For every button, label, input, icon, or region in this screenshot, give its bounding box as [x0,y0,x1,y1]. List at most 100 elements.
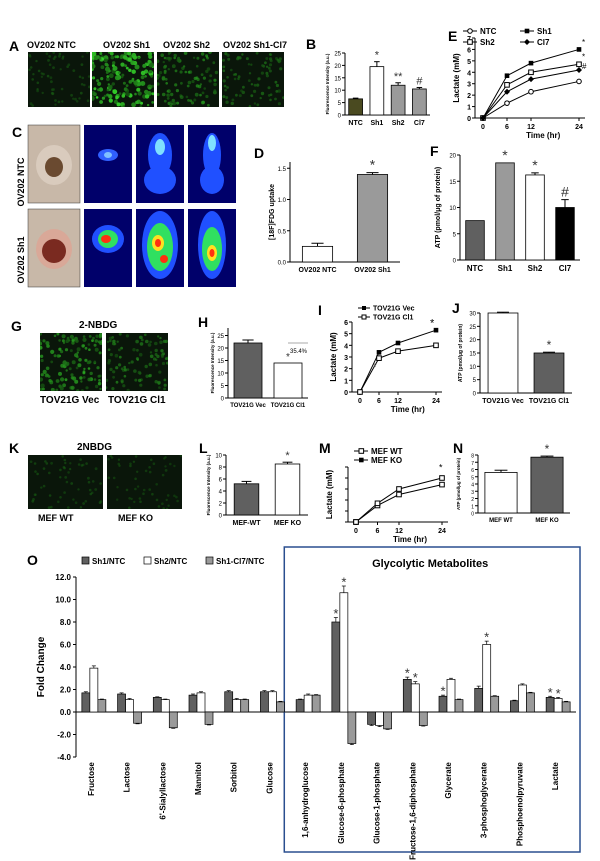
bar [454,699,464,713]
cell-dot [214,70,219,75]
y-axis-label: ATP (pmol/μg of protein) [456,457,461,510]
x-tick-label: 0 [354,528,358,535]
cell-dot [191,79,195,84]
cell-dot [118,348,121,352]
cell-dot [80,83,84,86]
cell-dot [278,57,282,61]
x-tick-label: 24 [432,398,440,405]
cell-dot [106,378,109,382]
cell-dot [145,374,149,378]
cell-dot [115,95,119,100]
cell-dot [93,55,99,61]
bar [168,711,178,729]
bar [375,711,384,726]
cell-dot [61,100,64,103]
cell-dot [87,476,90,480]
y-tick-label: 5 [453,232,457,238]
cell-dot [161,473,165,477]
panel-g-label-vec: TOV21G Vec [40,395,100,406]
bar [232,699,242,713]
legend-label: Sh2 [480,38,495,47]
cell-dot [94,384,99,389]
cell-dot [59,386,64,391]
cell-dot [136,81,142,87]
data-point [357,389,363,395]
bar [369,66,385,116]
cell-dot [58,52,62,56]
cell-dot [70,482,74,485]
cell-dot [144,75,147,78]
cell-dot [40,358,44,363]
bar [490,695,500,713]
cell-dot [93,87,97,91]
cell-dot [138,497,142,500]
cell-dot [139,342,144,346]
cell-dot [75,100,79,103]
cell-dot [140,101,143,105]
category-label: Lactate [551,762,560,791]
cell-dot [159,336,162,340]
cell-dot [123,87,128,92]
cell-dot [42,369,47,374]
cell-dot [202,58,206,62]
y-axis-label: ATP (pmol/μg of protein) [435,167,442,248]
cell-dot [163,71,167,75]
cell-dot [42,339,46,343]
cell-dot [138,378,142,383]
cell-dot [157,73,159,77]
cell-dot [40,486,43,489]
x-tick-label: 6 [376,528,380,535]
cell-dot [123,374,127,378]
significance-marker: * [373,362,377,372]
cell-dot [139,500,142,503]
cell-dot [36,89,39,93]
data-point [376,355,382,361]
cell-dot [60,363,65,368]
cell-dot [111,336,115,339]
category-label: 1,6-anhydroglucose [301,762,310,838]
cell-dot [147,343,152,347]
legend-label: TOV21G Cl1 [373,315,413,322]
y-tick-label: -4.0 [57,753,71,762]
y-tick-label: 4.0 [60,663,72,672]
cell-dot [275,90,279,93]
cell-dot [96,79,100,83]
cell-dot [162,60,165,64]
cell-dot [86,360,91,365]
panel-c-row-label-sh1: OV202 Sh1 [16,236,26,284]
cell-dot [109,367,113,372]
cell-dot [136,88,140,92]
cell-dot [179,70,183,74]
y-tick-label: 0 [453,259,457,265]
cell-dot [205,55,209,59]
category-label: Glucose-6-phosphate [337,762,346,844]
cell-dot [201,100,205,104]
cell-dot [56,333,60,336]
cell-dot [107,348,111,351]
cell-dot [98,87,104,92]
significance-marker: * [413,670,418,685]
cell-dot [148,470,152,474]
cell-dot [127,52,132,56]
significance-marker: * [484,630,489,645]
cell-dot [157,76,159,80]
cell-dot [72,97,75,100]
legend-marker [359,457,364,463]
cell-dot [99,482,102,485]
significance-marker: * [375,50,380,62]
cell-dot [40,72,43,75]
cell-dot [148,54,153,59]
cell-dot [40,341,43,346]
cell-dot [150,74,153,78]
panel-letter-h: H [198,314,209,330]
cell-dot [149,458,153,462]
cell-dot [160,349,164,353]
cell-dot [95,334,99,338]
cell-dot [222,65,226,69]
bar [495,162,515,261]
cell-dot [92,336,95,340]
y-tick-label: 20 [469,338,476,344]
cell-dot [113,99,118,104]
micrograph-tov21g-vec [40,333,102,391]
y-tick-label: 30 [469,312,476,318]
